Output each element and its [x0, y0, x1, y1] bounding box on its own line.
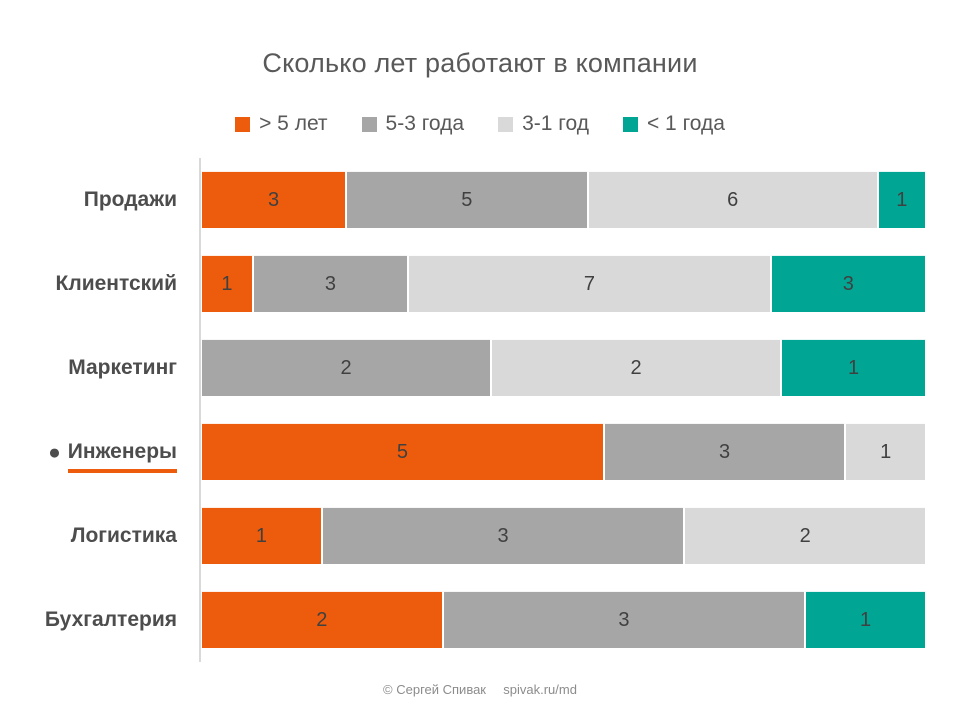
- legend-item[interactable]: < 1 года: [622, 112, 725, 136]
- y-axis-line: [199, 158, 201, 662]
- bar-segment-value: 5: [396, 440, 408, 463]
- legend-item[interactable]: > 5 лет: [235, 112, 328, 136]
- chart-row: ● Инженеры 5 3 1: [0, 410, 960, 494]
- bar-segment-value: 5: [461, 188, 473, 211]
- bar-segment[interactable]: 3: [201, 171, 346, 229]
- stacked-bar: 1 3 7 3: [201, 255, 926, 313]
- bar-segment[interactable]: 1: [845, 423, 926, 481]
- bar-segment[interactable]: 1: [201, 255, 253, 313]
- bar-segment[interactable]: 3: [321, 507, 685, 565]
- legend-item-label: 5-3 года: [385, 112, 465, 135]
- chart-row: Маркетинг 2 2 1: [0, 326, 960, 410]
- bar-segment-value: 3: [497, 524, 509, 547]
- category-label-wrap[interactable]: Клиентский: [0, 272, 185, 296]
- bar-segment[interactable]: 3: [770, 255, 926, 313]
- footer-site-link[interactable]: spivak.ru/md: [503, 682, 577, 697]
- legend-swatch-icon: [361, 116, 377, 132]
- category-label: Логистика: [70, 524, 177, 547]
- bar-segment[interactable]: 3: [252, 255, 409, 313]
- stacked-bar: 3 5 6 1: [201, 171, 926, 229]
- bar-segment-value: 2: [799, 524, 811, 547]
- bar-segment-value: 6: [727, 188, 739, 211]
- chart-row: Логистика 1 3 2: [0, 494, 960, 578]
- bar-segment-value: 1: [896, 188, 908, 211]
- bar-segment-value: 7: [583, 272, 595, 295]
- legend-item[interactable]: 5-3 года: [361, 112, 465, 136]
- chart-row: Бухгалтерия 2 3 1: [0, 578, 960, 662]
- bar-segment[interactable]: 1: [805, 591, 926, 649]
- bar-segment-value: 2: [316, 608, 328, 631]
- category-label-wrap[interactable]: Продажи: [0, 188, 185, 212]
- bar-segment-value: 3: [719, 440, 731, 463]
- bar-rows: Продажи 3 5 6 1 Клиентский 1 3 7 3 Маркетинг 2 2 1 ● Ин…: [0, 158, 960, 662]
- bar-segment-value: 3: [618, 608, 630, 631]
- bar-segment[interactable]: 1: [201, 507, 322, 565]
- category-label: Инженеры: [67, 440, 177, 473]
- bar-segment-value: 1: [255, 524, 267, 547]
- bullet-marker-icon: ●: [48, 440, 61, 464]
- footer-credit: © Сергей Спивак spivak.ru/md: [0, 682, 960, 697]
- chart-row: Клиентский 1 3 7 3: [0, 242, 960, 326]
- bar-segment[interactable]: 2: [201, 591, 443, 649]
- bar-segment[interactable]: 1: [877, 171, 926, 229]
- legend-item[interactable]: 3-1 год: [498, 112, 589, 136]
- plot-area: Продажи 3 5 6 1 Клиентский 1 3 7 3 Маркетинг 2 2 1 ● Ин…: [0, 158, 960, 662]
- category-label-wrap[interactable]: Логистика: [0, 524, 185, 548]
- legend-swatch-icon: [498, 116, 514, 132]
- bar-segment-value: 1: [221, 272, 233, 295]
- stacked-bar: 1 3 2: [201, 507, 926, 565]
- category-label-wrap[interactable]: Бухгалтерия: [0, 608, 185, 632]
- bar-segment[interactable]: 2: [684, 507, 926, 565]
- bar-segment[interactable]: 2: [201, 339, 491, 397]
- footer-copyright: © Сергей Спивак: [383, 682, 486, 697]
- bar-segment-value: 2: [340, 356, 352, 379]
- category-label-wrap[interactable]: ● Инженеры: [0, 440, 185, 473]
- category-label: Маркетинг: [68, 356, 177, 379]
- category-label: Клиентский: [55, 272, 177, 295]
- bar-segment[interactable]: 1: [781, 339, 926, 397]
- stacked-bar: 2 2 1: [201, 339, 926, 397]
- category-label: Бухгалтерия: [44, 608, 177, 631]
- bar-segment-value: 1: [860, 608, 872, 631]
- category-label-wrap[interactable]: Маркетинг: [0, 356, 185, 380]
- bar-segment[interactable]: 6: [587, 171, 878, 229]
- bar-segment-value: 3: [324, 272, 337, 295]
- stacked-bar: 2 3 1: [201, 591, 926, 649]
- bar-segment-value: 2: [630, 356, 642, 379]
- bar-segment[interactable]: 5: [201, 423, 604, 481]
- stacked-bar: 5 3 1: [201, 423, 926, 481]
- highlight-underline: [67, 469, 177, 473]
- bar-segment-value: 3: [842, 272, 854, 295]
- legend-item-label: 3-1 год: [522, 112, 589, 135]
- legend-swatch-icon: [622, 116, 638, 132]
- bar-segment[interactable]: 5: [346, 171, 588, 229]
- bar-segment[interactable]: 7: [408, 255, 771, 313]
- category-label: Продажи: [83, 188, 177, 211]
- bar-segment[interactable]: 3: [603, 423, 846, 481]
- legend-swatch-icon: [235, 116, 251, 132]
- bar-segment-value: 3: [267, 188, 280, 211]
- chart-row: Продажи 3 5 6 1: [0, 158, 960, 242]
- bar-segment-value: 1: [847, 356, 860, 379]
- bar-segment[interactable]: 2: [491, 339, 781, 397]
- page-title: Сколько лет работают в компании: [262, 48, 698, 78]
- chart-legend: > 5 лет 5-3 года 3-1 год < 1 года: [0, 112, 960, 136]
- bar-segment-value: 1: [880, 440, 892, 463]
- legend-item-label: < 1 года: [646, 112, 725, 135]
- legend-item-label: > 5 лет: [259, 112, 328, 135]
- bar-segment[interactable]: 3: [442, 591, 806, 649]
